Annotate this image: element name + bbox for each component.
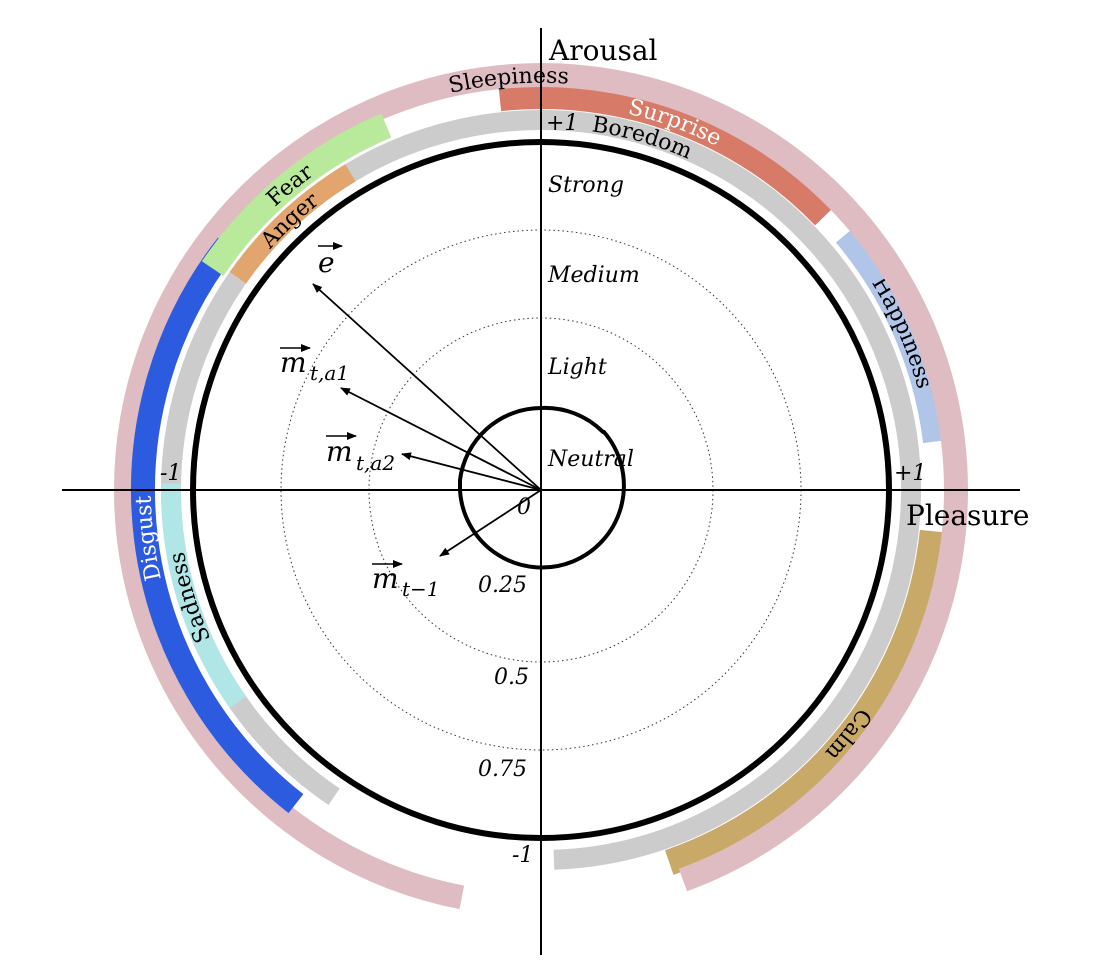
intensity-medium: Medium	[547, 263, 640, 288]
vector-m-t-1-base: m	[372, 562, 399, 595]
arc-sadness	[161, 483, 247, 708]
x-axis-label: Pleasure	[906, 499, 1029, 532]
intensity-neutral: Neutral	[547, 447, 634, 472]
y-min-label: -1	[512, 843, 533, 868]
arc-fear	[201, 113, 392, 276]
arc-sleepiness	[114, 63, 968, 910]
y-axis-label: Arousal	[548, 34, 658, 67]
vector-m-t-a2-sub: t,a2	[356, 451, 395, 475]
vector-m-t-a2-base: m	[326, 435, 353, 468]
intensity-light: Light	[547, 355, 607, 380]
arc-calm	[665, 529, 946, 875]
radial-tick-025: 0.25	[478, 573, 527, 598]
x-min-label: -1	[160, 461, 181, 486]
intensity-strong: Strong	[548, 173, 624, 198]
vector-m-t-a1-arrow	[340, 387, 542, 491]
vector-e-base: e	[318, 246, 335, 279]
x-max-label: +1	[894, 461, 926, 486]
origin-label: 0	[517, 495, 531, 520]
arc-surprise	[498, 83, 834, 226]
vector-m-t-1-label: m t−1	[372, 560, 440, 601]
neutral-spiral	[458, 405, 626, 570]
vector-m-t-a2-label: m t,a2	[326, 432, 395, 475]
arc-disgust	[131, 237, 304, 814]
arc-happiness	[835, 225, 949, 444]
vector-m-t-a1-sub: t,a1	[310, 361, 349, 385]
radial-tick-05: 0.5	[494, 665, 529, 690]
vector-m-t-1-arrow	[439, 489, 542, 557]
radial-tick-075: 0.75	[478, 757, 527, 782]
vector-m-t-1-sub: t−1	[402, 577, 440, 601]
vector-m-t-a1-label: m t,a1	[280, 344, 349, 385]
y-max-label: +1	[546, 111, 578, 136]
vector-m-t-a2-arrow	[401, 452, 542, 491]
arc-anger	[229, 164, 356, 284]
vector-m-t-a1-base: m	[280, 346, 307, 379]
vector-e-arrow	[312, 283, 542, 491]
vector-e-label: e	[318, 242, 343, 279]
